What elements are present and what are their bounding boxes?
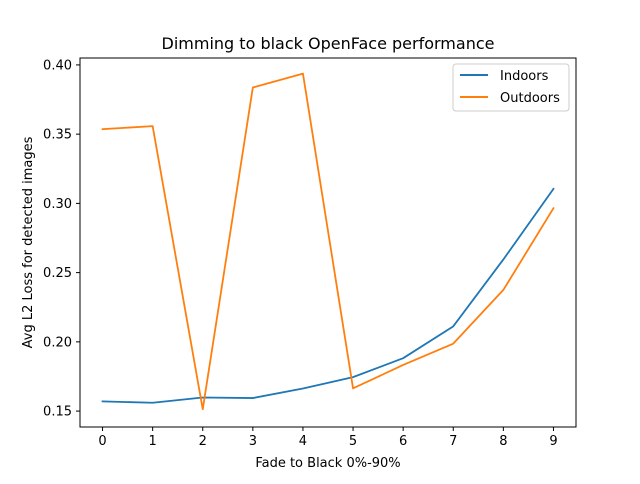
x-tick-label: 8 — [499, 434, 507, 449]
legend-label-indoors: Indoors — [500, 69, 549, 84]
series-layer — [101, 72, 555, 411]
y-axis-label: Avg L2 Loss for detected images — [21, 136, 36, 348]
series-line-indoors — [101, 187, 555, 404]
x-tick-label: 7 — [449, 434, 457, 449]
x-tick-label: 5 — [349, 434, 357, 449]
x-axis-label: Fade to Black 0%-90% — [255, 456, 400, 471]
y-tick-label: 0.35 — [43, 128, 72, 143]
chart-title: Dimming to black OpenFace performance — [162, 34, 495, 53]
x-tick-label: 2 — [199, 434, 207, 449]
x-tick-label: 9 — [549, 434, 557, 449]
x-tick-label: 3 — [249, 434, 257, 449]
y-tick-label: 0.15 — [43, 405, 72, 420]
y-tick-label: 0.25 — [43, 266, 72, 281]
x-axis: 0 1 2 3 4 5 6 7 8 9 — [98, 427, 558, 449]
series-line-outdoors — [101, 72, 555, 411]
x-tick-label: 0 — [98, 434, 106, 449]
legend: Indoors Outdoors — [452, 63, 570, 112]
y-tick-label: 0.20 — [43, 335, 72, 350]
y-tick-label: 0.40 — [43, 58, 72, 73]
legend-label-outdoors: Outdoors — [500, 91, 560, 106]
plot-frame — [79, 57, 577, 428]
y-axis: 0.15 0.20 0.25 0.30 0.35 0.40 — [43, 58, 80, 420]
y-tick-label: 0.30 — [43, 197, 72, 212]
x-tick-label: 4 — [299, 434, 307, 449]
x-tick-label: 6 — [399, 434, 407, 449]
x-tick-label: 1 — [149, 434, 157, 449]
